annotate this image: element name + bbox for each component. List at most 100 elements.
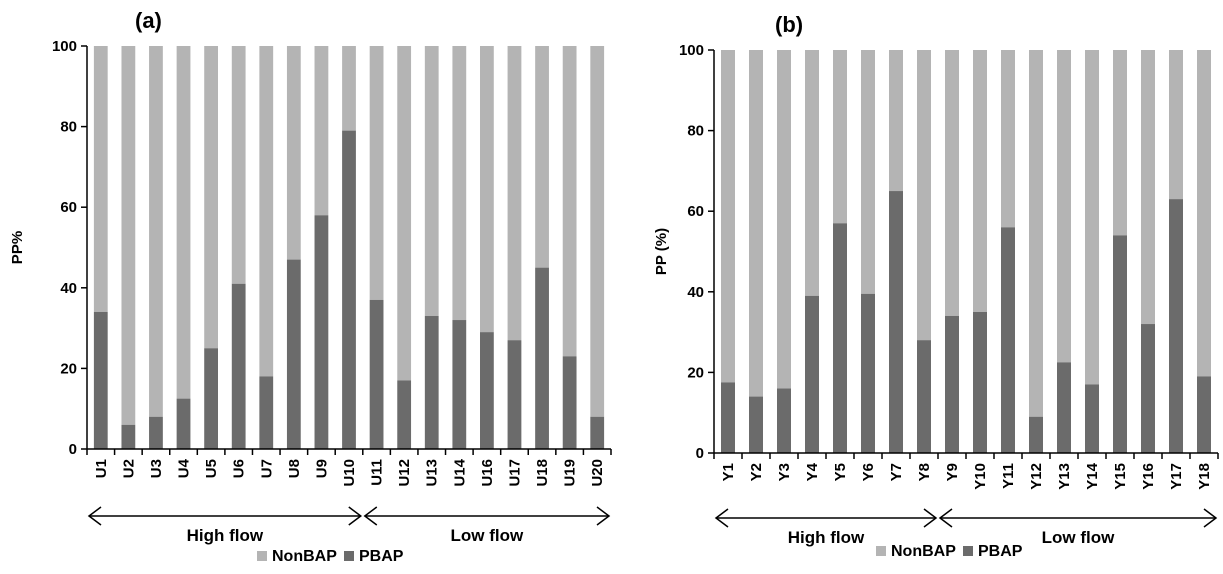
x-tick-label: Y5 xyxy=(832,463,849,481)
x-tick-label: Y1 xyxy=(720,463,737,481)
bar-nonbap-U8 xyxy=(286,46,301,260)
group-label: Low flow xyxy=(1042,528,1115,547)
bar-nonbap-U12 xyxy=(397,46,412,381)
bar-pbap-Y9 xyxy=(945,315,959,453)
x-tick-label: U7 xyxy=(258,459,275,478)
legend-swatch xyxy=(344,551,354,561)
legend-label: NonBAP xyxy=(272,548,337,565)
y-tick-label: 20 xyxy=(687,364,704,381)
group-arrow xyxy=(87,506,363,526)
x-tick-label: Y4 xyxy=(804,462,821,481)
bar-pbap-Y4 xyxy=(805,295,819,453)
bar-nonbap-U14 xyxy=(452,46,467,321)
x-tick-label: Y10 xyxy=(972,463,989,490)
x-tick-label: Y12 xyxy=(1028,463,1045,490)
bar-nonbap-U3 xyxy=(149,46,163,417)
bar-nonbap-U11 xyxy=(369,46,384,300)
bar-pbap-Y1 xyxy=(721,382,735,453)
bar-pbap-Y10 xyxy=(973,311,987,453)
bar-pbap-U7 xyxy=(259,376,274,449)
group-label: Low flow xyxy=(451,526,524,545)
y-tick-label: 40 xyxy=(60,280,77,297)
legend-item: PBAP xyxy=(963,543,1023,560)
bar-pbap-U19 xyxy=(562,356,577,449)
x-tick-label: U17 xyxy=(506,459,523,487)
bar-nonbap-Y15 xyxy=(1113,50,1127,236)
legend-swatch xyxy=(963,546,973,556)
bar-pbap-U3 xyxy=(149,416,163,449)
bar-pbap-U8 xyxy=(286,259,301,449)
y-axis-label: PP% xyxy=(9,231,26,264)
x-tick-label: U12 xyxy=(396,459,413,487)
y-tick-label: 0 xyxy=(69,441,77,458)
bar-nonbap-Y6 xyxy=(861,50,875,294)
bar-pbap-Y7 xyxy=(889,191,903,454)
bar-nonbap-U13 xyxy=(424,46,439,317)
bar-pbap-U5 xyxy=(204,348,218,449)
x-tick-label: U10 xyxy=(341,459,358,487)
y-tick-label: 0 xyxy=(696,445,704,462)
x-tick-label: U1 xyxy=(93,459,110,478)
x-tick-label: Y3 xyxy=(776,463,793,481)
bar-nonbap-Y16 xyxy=(1141,50,1155,325)
x-tick-label: Y8 xyxy=(916,463,933,481)
x-tick-label: U3 xyxy=(148,459,165,478)
bar-nonbap-U6 xyxy=(231,46,246,284)
legend-item: NonBAP xyxy=(257,548,337,565)
x-tick-label: Y11 xyxy=(1000,463,1017,489)
bar-pbap-U20 xyxy=(590,416,605,449)
bar-pbap-Y5 xyxy=(833,223,847,453)
group-label: High flow xyxy=(788,528,865,547)
bar-pbap-U18 xyxy=(535,267,549,449)
x-tick-label: U19 xyxy=(562,459,579,487)
bar-pbap-Y11 xyxy=(1001,227,1015,453)
x-tick-label: U4 xyxy=(176,458,193,478)
bar-nonbap-U18 xyxy=(535,46,549,268)
x-tick-label: U5 xyxy=(203,459,220,478)
bar-pbap-Y18 xyxy=(1197,376,1211,453)
panel-label: (b) xyxy=(775,12,803,37)
bar-nonbap-U16 xyxy=(480,46,494,333)
x-tick-label: Y17 xyxy=(1168,463,1185,490)
bar-nonbap-U20 xyxy=(590,46,605,417)
bar-nonbap-Y14 xyxy=(1085,50,1099,385)
bar-pbap-Y15 xyxy=(1113,235,1127,453)
y-tick-label: 100 xyxy=(52,38,77,55)
x-tick-label: Y7 xyxy=(888,463,905,481)
bar-nonbap-U19 xyxy=(562,46,577,357)
x-tick-label: U14 xyxy=(451,458,468,486)
bar-nonbap-Y4 xyxy=(805,50,819,296)
y-tick-label: 40 xyxy=(687,284,704,301)
bar-nonbap-U7 xyxy=(259,46,274,377)
chart-panel-a: (a) PP% U1 U2 U3 U4 U5 U6 U7 U8 U9 U10 U11 U12 U13 U14 U… xyxy=(9,8,612,565)
y-tick-label: 80 xyxy=(687,123,704,140)
x-tick-label: Y16 xyxy=(1140,463,1157,490)
bar-nonbap-Y17 xyxy=(1169,50,1183,200)
bar-nonbap-U1 xyxy=(93,46,108,312)
bar-pbap-Y17 xyxy=(1169,199,1183,453)
legend-swatch xyxy=(257,551,267,561)
x-tick-label: U20 xyxy=(589,459,606,487)
legend-item: NonBAP xyxy=(876,543,956,560)
y-tick-label: 60 xyxy=(687,203,704,220)
x-tick-label: U8 xyxy=(286,459,303,478)
bar-nonbap-Y12 xyxy=(1029,50,1043,417)
legend-label: PBAP xyxy=(359,548,404,565)
y-tick-label: 60 xyxy=(60,199,77,216)
bar-nonbap-U4 xyxy=(176,46,191,399)
legend-label: NonBAP xyxy=(891,543,956,560)
bar-pbap-U10 xyxy=(342,130,356,449)
x-tick-label: Y15 xyxy=(1112,463,1129,490)
x-tick-label: U16 xyxy=(479,459,496,487)
bar-pbap-U13 xyxy=(424,316,439,449)
y-tick-label: 20 xyxy=(60,360,77,377)
bar-nonbap-U10 xyxy=(342,46,356,131)
group-label: High flow xyxy=(187,526,264,545)
legend-item: PBAP xyxy=(344,548,404,565)
panel-label: (a) xyxy=(135,8,162,33)
x-tick-label: U9 xyxy=(313,459,330,478)
bar-pbap-U17 xyxy=(507,340,522,449)
bar-nonbap-Y11 xyxy=(1001,50,1015,228)
bar-pbap-Y14 xyxy=(1085,384,1099,453)
